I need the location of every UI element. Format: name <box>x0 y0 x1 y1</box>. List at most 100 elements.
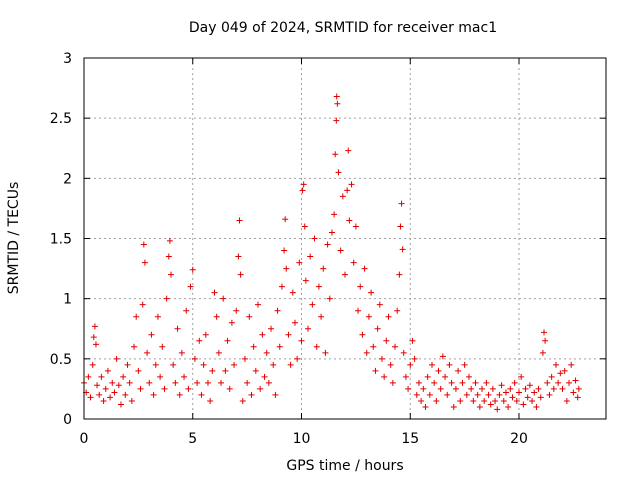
data-point <box>244 379 251 386</box>
data-point <box>90 334 97 341</box>
data-point <box>196 337 203 344</box>
data-point <box>104 367 111 374</box>
x-tick-label: 5 <box>188 431 197 447</box>
data-point <box>355 307 362 314</box>
data-point <box>161 385 168 392</box>
data-point <box>181 373 188 380</box>
data-points <box>81 93 582 413</box>
data-point <box>209 367 216 374</box>
data-point <box>337 247 344 254</box>
data-point <box>261 373 268 380</box>
data-point <box>422 403 429 410</box>
data-point <box>520 401 527 408</box>
data-point <box>311 235 318 242</box>
y-tick-label: 0.5 <box>50 352 72 368</box>
data-point <box>385 313 392 320</box>
data-point <box>513 397 520 404</box>
data-point <box>431 379 438 386</box>
data-point <box>492 397 499 404</box>
data-point <box>235 253 242 260</box>
data-point <box>148 331 155 338</box>
data-point <box>426 391 433 398</box>
data-point <box>450 403 457 410</box>
data-point <box>344 187 351 194</box>
data-point <box>166 237 173 244</box>
data-point <box>522 385 529 392</box>
y-tick-label: 0 <box>63 412 72 428</box>
data-point <box>516 389 522 396</box>
data-point <box>128 397 135 404</box>
data-point <box>113 355 120 362</box>
data-point <box>291 319 298 326</box>
data-point <box>418 397 425 404</box>
data-point <box>305 325 312 332</box>
data-point <box>397 223 404 230</box>
data-point <box>102 385 109 392</box>
data-point <box>163 295 170 302</box>
data-point <box>400 349 407 356</box>
data-point <box>502 389 509 396</box>
data-point <box>429 361 435 368</box>
data-point <box>263 349 270 356</box>
data-point <box>296 259 303 266</box>
data-point <box>542 337 549 344</box>
y-tick-label: 2.5 <box>50 111 72 127</box>
data-point <box>272 391 279 398</box>
data-point <box>413 391 420 398</box>
y-axis-label: SRMTID / TECUs <box>6 182 22 295</box>
data-point <box>357 283 364 290</box>
data-point <box>220 295 227 302</box>
data-point <box>481 397 488 404</box>
data-point <box>146 379 153 386</box>
data-point <box>139 301 146 308</box>
data-point <box>437 385 444 392</box>
data-point <box>301 223 308 230</box>
x-axis-label: GPS time / hours <box>286 458 403 474</box>
data-point <box>309 301 316 308</box>
data-point <box>328 229 335 236</box>
data-point <box>342 271 348 278</box>
data-point <box>85 373 92 380</box>
data-point <box>300 181 307 188</box>
data-point <box>505 403 512 410</box>
data-point <box>226 385 233 392</box>
data-point <box>524 394 531 401</box>
data-point <box>246 313 253 320</box>
data-point <box>298 337 305 344</box>
data-point <box>470 397 477 404</box>
x-tick-label: 20 <box>510 431 528 447</box>
data-point <box>194 379 201 386</box>
data-point <box>420 385 427 392</box>
x-tick-label: 10 <box>293 431 311 447</box>
data-point <box>320 265 327 272</box>
data-point <box>211 289 218 296</box>
data-point <box>348 181 355 188</box>
data-point <box>476 403 483 410</box>
data-point <box>387 361 394 368</box>
y-tick-label: 1 <box>63 292 72 308</box>
data-point <box>448 379 455 386</box>
x-tick-labels: 0 5 10 15 20 <box>80 431 528 447</box>
data-point <box>405 385 412 392</box>
data-point <box>487 401 494 408</box>
data-point <box>140 241 147 248</box>
data-point <box>131 343 138 350</box>
data-point <box>539 349 546 356</box>
data-point <box>472 379 479 386</box>
data-point <box>370 343 377 350</box>
data-point <box>383 337 390 344</box>
data-point <box>494 406 501 413</box>
data-point <box>444 391 451 398</box>
data-point <box>124 361 131 368</box>
data-point <box>122 391 129 398</box>
data-point <box>396 271 403 278</box>
data-point <box>259 331 266 338</box>
data-point <box>183 307 190 314</box>
data-point <box>92 341 99 348</box>
data-point <box>439 353 446 360</box>
data-point <box>285 331 292 338</box>
data-point <box>389 379 396 386</box>
data-point <box>479 385 486 392</box>
data-point <box>526 382 533 389</box>
